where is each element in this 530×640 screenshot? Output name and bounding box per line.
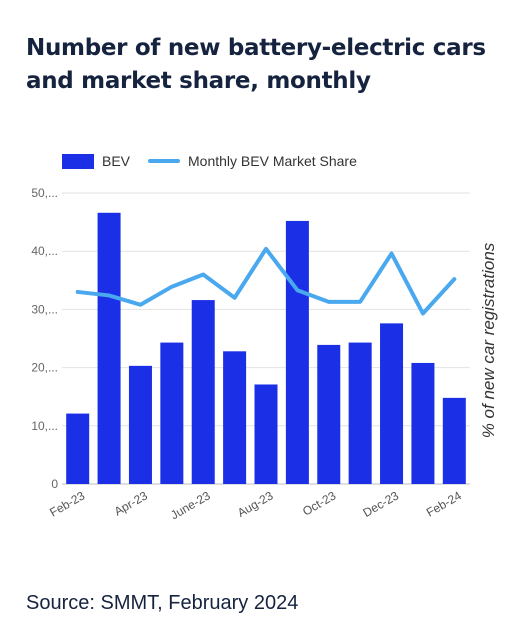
y-axis-label: % of new car registrations <box>479 242 498 438</box>
bar-bev <box>348 342 372 484</box>
x-tick-label: Oct-23 <box>300 488 338 518</box>
legend-swatch-bev <box>62 153 94 169</box>
bar-bev <box>223 351 247 484</box>
bar-bev <box>97 212 121 484</box>
bar-bev <box>191 300 215 484</box>
chart-title: Number of new battery-electric cars and … <box>26 32 516 98</box>
bar-bev <box>411 362 435 484</box>
y-tick-label: 20,... <box>31 361 58 375</box>
line-market-share <box>75 246 457 316</box>
chart-title-line-2: and market share, monthly <box>26 68 371 94</box>
x-tick-label: Feb-23 <box>47 488 87 519</box>
y-tick-label: 40,... <box>31 244 58 258</box>
x-tick-label: June-23 <box>168 488 213 522</box>
legend-item-bev: BEV <box>62 153 130 169</box>
y-tick-label: 0 <box>51 477 58 491</box>
bar-bev <box>128 365 152 484</box>
x-tick-label: Dec-23 <box>361 488 402 520</box>
bar-bev <box>380 323 404 484</box>
chart-legend: BEV Monthly BEV Market Share <box>62 151 357 171</box>
bar-bev <box>317 344 341 484</box>
legend-label-market-share: Monthly BEV Market Share <box>188 153 357 169</box>
legend-swatch-market-share <box>148 159 181 163</box>
y-tick-label: 50,... <box>31 186 58 200</box>
bar-bev <box>66 413 90 484</box>
y-tick-label: 30,... <box>31 302 58 316</box>
bar-bev <box>254 384 278 484</box>
legend-item-market-share: Monthly BEV Market Share <box>148 153 357 169</box>
x-tick-label: Apr-23 <box>112 488 150 518</box>
x-tick-label: Aug-23 <box>235 488 276 520</box>
x-tick-label: Feb-24 <box>424 488 464 519</box>
source-note: Source: SMMT, February 2024 <box>26 592 299 614</box>
chart-title-line-1: Number of new battery-electric cars <box>26 35 486 61</box>
bar-bev <box>442 397 466 484</box>
bar-bev <box>160 342 184 484</box>
bar-bev <box>285 220 309 484</box>
y-tick-label: 10,... <box>31 419 58 433</box>
legend-label-bev: BEV <box>102 153 131 169</box>
